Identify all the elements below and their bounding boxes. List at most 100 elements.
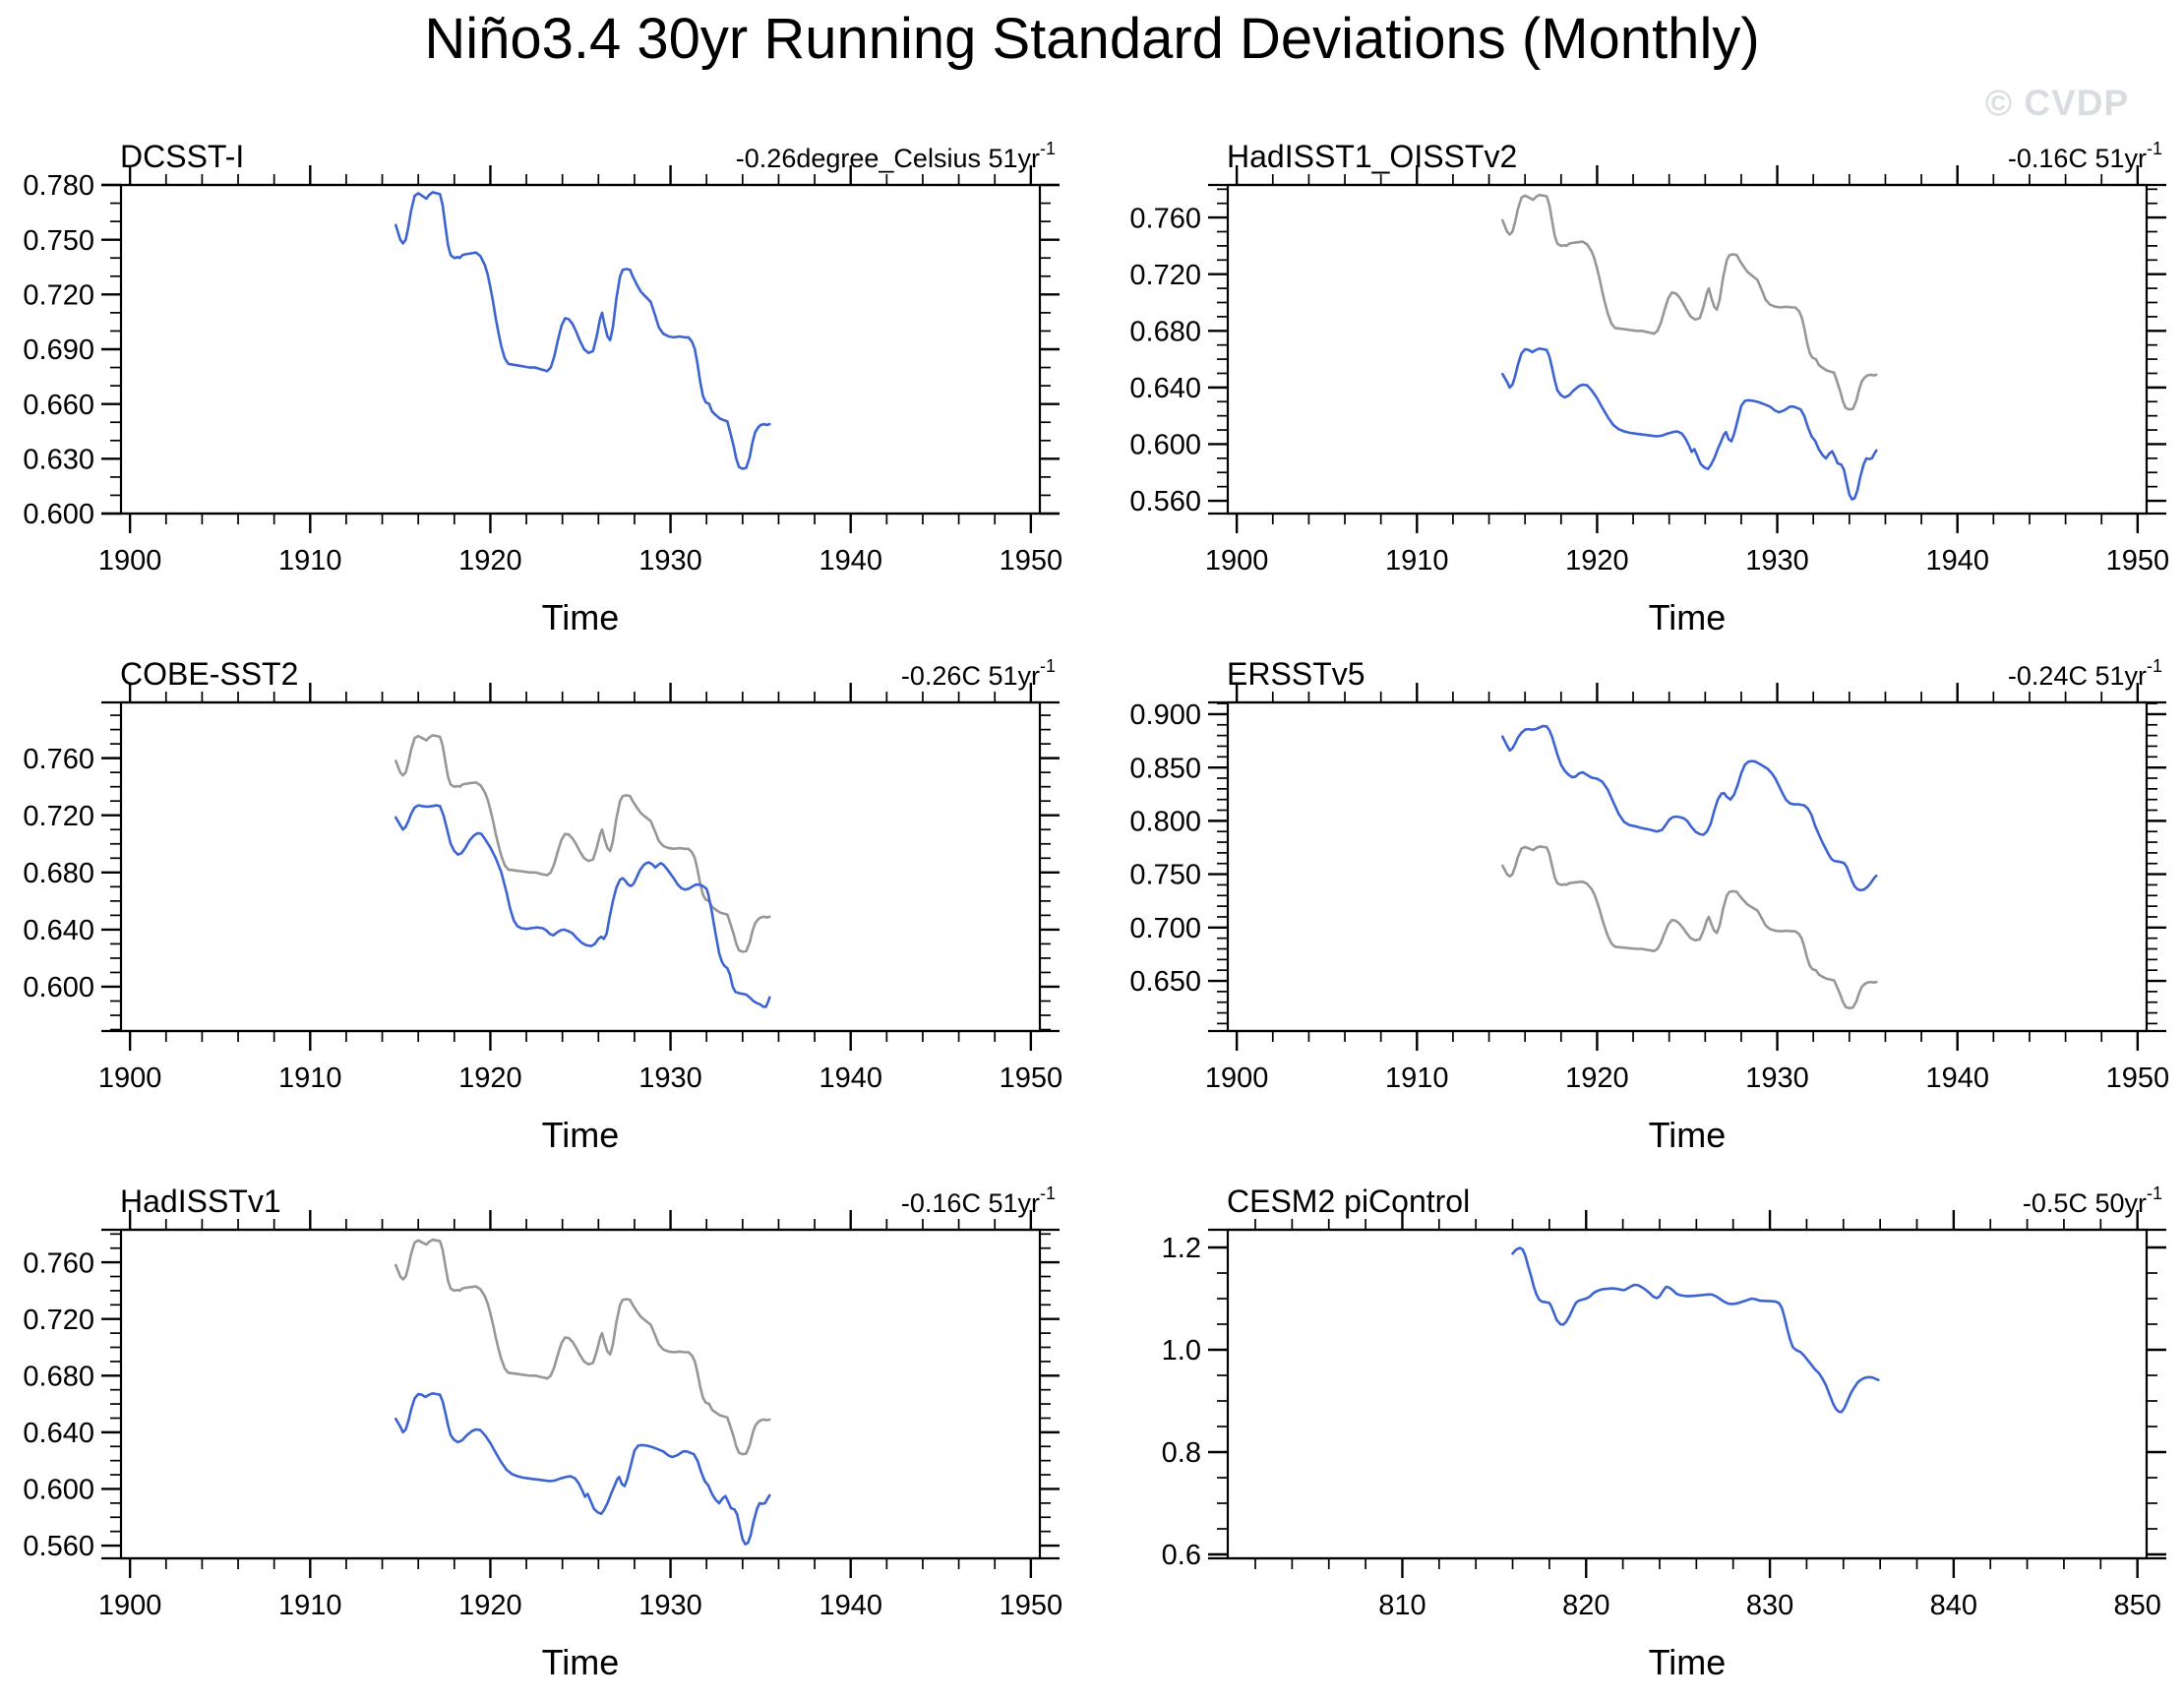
x-tick-label: 1940 [1925,545,1989,577]
panel-dcsst-i: 1900 1910 1920 1930 1940 1950 0.600 0.630 0.660 0… [0,57,1092,647]
trend-annotation: -0.24C 51yr-1 [2008,656,2162,691]
x-tick-label: 1920 [1565,545,1629,577]
x-tick-label: 1910 [1385,1063,1449,1094]
x-tick-label: 1950 [2106,1063,2170,1094]
x-tick-label: 1900 [1205,545,1269,577]
y-tick-label: 0.680 [23,1361,94,1392]
x-tick-label: 1900 [1205,1063,1269,1094]
x-tick-label: 1900 [98,1063,162,1094]
x-axis-title: Time [542,1115,620,1155]
panel-hadisst1-oisstv2-plot: 1900 1910 1920 1930 1940 1950 0.560 0.600 0.640 0… [1129,139,2170,638]
y-tick-label: 0.560 [23,1531,94,1562]
x-axis-title: Time [542,597,620,638]
series-line-dcsst-i [394,191,771,470]
trend-annotation: -0.5C 50yr-1 [2023,1184,2162,1218]
x-tick-label: 810 [1378,1590,1426,1621]
trend-annotation: -0.26degree_Celsius 51yr-1 [736,139,1056,173]
panel-title: HadISST1_OISSTv2 [1227,139,1517,174]
y-tick-label: 0.720 [1129,260,1201,291]
y-tick-label: 0.720 [23,801,94,832]
cvdp-watermark: © CVDP [1984,83,2130,123]
x-tick-label: 1910 [278,545,342,577]
x-tick-label: 1940 [1925,1063,1989,1094]
y-tick-label: 0.780 [23,170,94,202]
panel-ersstv5: 1900 1910 1920 1930 1940 1950 0.650 0.700 0.750 0… [1107,575,2184,1165]
y-tick-label: 0.760 [23,1247,94,1279]
x-tick-label: 1940 [819,1063,882,1094]
y-tick-label: 0.690 [23,334,94,366]
series-line-dcsst-i-reference [1501,193,1878,411]
x-tick-label: 830 [1746,1590,1793,1621]
x-tick-label: 1900 [98,1590,162,1621]
panel-title: DCSST-I [120,139,244,174]
plot-frame [1226,1228,2149,1560]
page-title: Niño3.4 30yr Running Standard Deviations… [424,7,1760,71]
panel-title: COBE-SST2 [120,656,298,692]
x-axis-title: Time [1649,1642,1727,1682]
panel-hadisst1-oisstv2: 1900 1910 1920 1930 1940 1950 0.560 0.600 0.640 0… [1107,57,2184,647]
x-tick-label: 1950 [1000,545,1063,577]
x-axis-title: Time [1649,1115,1727,1155]
panel-title: HadISSTv1 [120,1184,281,1219]
y-tick-label: 0.850 [1129,753,1201,784]
y-tick-label: 1.2 [1162,1233,1201,1264]
y-tick-label: 0.700 [1129,913,1201,944]
x-tick-label: 1920 [458,545,522,577]
y-tick-label: 0.600 [23,972,94,1003]
x-tick-label: 1930 [1745,1063,1809,1094]
trend-annotation: -0.16C 51yr-1 [2008,139,2162,173]
y-tick-label: 0.6 [1162,1540,1201,1571]
x-tick-label: 1920 [458,1063,522,1094]
x-tick-label: 1920 [458,1590,522,1621]
x-tick-label: 1940 [819,1590,882,1621]
x-tick-label: 1950 [2106,545,2170,577]
series-line-cesm2-picontrol [1511,1246,1880,1414]
panel-cesm2-picontrol-plot: 810 820 830 840 850 0.6 0.8 1.0 1.2 CESM2 piContr… [1162,1184,2166,1682]
series-line-hadisstv1 [394,1392,771,1546]
panel-dcsst-i-plot: 1900 1910 1920 1930 1940 1950 0.600 0.630 0.660 0… [23,139,1063,638]
y-tick-label: 0.660 [23,390,94,421]
plot-frame [1226,700,2149,1033]
series-line-dcsst-i-reference [1501,845,1878,1009]
y-tick-label: 0.800 [1129,807,1201,838]
x-axis-title: Time [542,1642,620,1682]
series-line-ersstv5 [1501,724,1878,892]
y-tick-label: 0.900 [1129,699,1201,731]
plot-frame [119,1228,1042,1560]
y-tick-label: 0.600 [1129,430,1201,461]
y-tick-label: 0.600 [23,499,94,530]
x-tick-label: 1910 [278,1590,342,1621]
plot-frame [1226,183,2149,516]
y-tick-label: 0.630 [23,444,94,475]
panel-hadisstv1: 1900 1910 1920 1930 1940 1950 0.560 0.600 0.640 0… [0,1102,1092,1692]
x-tick-label: 850 [2113,1590,2160,1621]
panel-hadisstv1-plot: 1900 1910 1920 1930 1940 1950 0.560 0.600 0.640 0… [23,1184,1063,1682]
y-tick-label: 0.750 [1129,860,1201,891]
x-tick-label: 1930 [638,545,702,577]
panel-cobe-sst2-plot: 1900 1910 1920 1930 1940 1950 0.600 0.640 0.680 0… [23,656,1062,1155]
x-axis-title: Time [1649,597,1727,638]
panel-ersstv5-plot: 1900 1910 1920 1930 1940 1950 0.650 0.700 0.750 0… [1129,656,2170,1155]
y-tick-label: 0.600 [23,1475,94,1506]
panel-cesm2-picontrol: 810 820 830 840 850 0.6 0.8 1.0 1.2 CESM2 piContr… [1107,1102,2184,1692]
x-tick-label: 1930 [638,1063,702,1094]
y-tick-label: 0.640 [23,915,94,946]
series-line-cobe-sst2 [394,804,771,1008]
x-tick-label: 1910 [278,1063,342,1094]
series-line-dcsst-i-reference [394,734,771,953]
y-tick-label: 0.750 [23,225,94,257]
x-tick-label: 1950 [1000,1590,1063,1621]
y-tick-label: 0.680 [23,858,94,889]
series-line-dcsst-i-reference [394,1238,771,1456]
panel-title: CESM2 piControl [1227,1184,1470,1219]
y-tick-label: 0.720 [23,1305,94,1336]
trend-annotation: -0.16C 51yr-1 [901,1184,1056,1218]
y-tick-label: 0.760 [1129,203,1201,234]
panel-cobe-sst2: 1900 1910 1920 1930 1940 1950 0.600 0.640 0.680 0… [0,575,1092,1165]
series-line-hadisst1-oisstv2 [1501,347,1878,501]
x-tick-label: 1930 [638,1590,702,1621]
x-tick-label: 1920 [1565,1063,1629,1094]
trend-annotation: -0.26C 51yr-1 [901,656,1056,691]
y-tick-label: 0.760 [23,744,94,775]
